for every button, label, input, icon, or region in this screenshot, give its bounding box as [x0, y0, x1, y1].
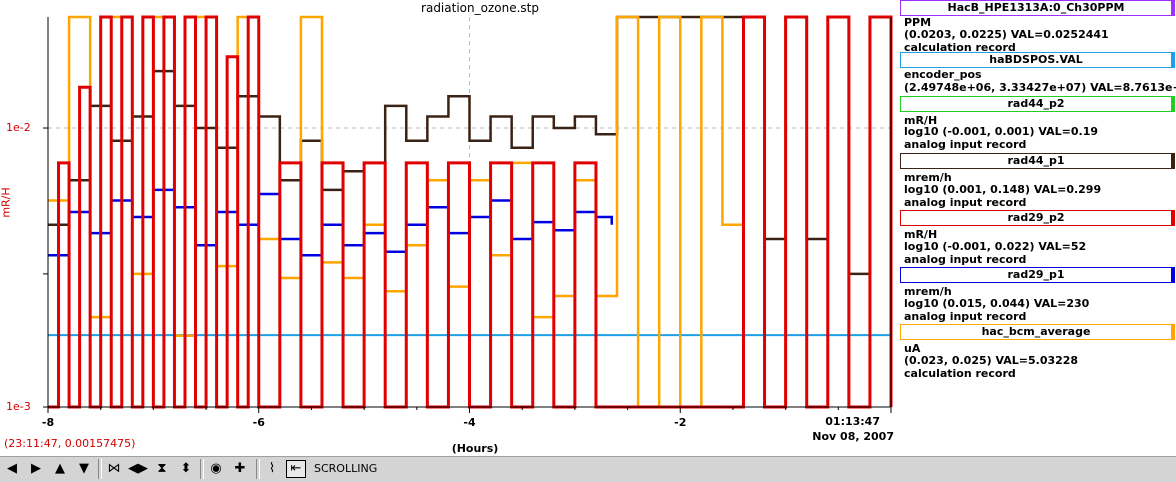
pointer-mode-icon[interactable]: ⇤ [286, 460, 306, 478]
legend-name-box[interactable]: hac_bcm_average [900, 324, 1175, 340]
legend-range: (0.0203, 0.0225) VAL=0.0252441 [904, 28, 1109, 41]
zoom-in-y-icon[interactable]: ⧗ [157, 461, 167, 476]
y-axis-label: mR/H [0, 187, 13, 218]
plot-area[interactable] [0, 0, 897, 456]
add-pv-icon[interactable]: ✚ [234, 461, 246, 476]
legend-name-box[interactable]: rad44_p1 [900, 153, 1175, 169]
zoom-out-y-icon[interactable]: ⬍ [180, 461, 192, 476]
cursor-readout: (23:11:47, 0.00157475) [4, 437, 136, 450]
y-tick-label: 1e-2 [6, 121, 31, 135]
x-tick-label: -2 [674, 416, 687, 429]
legend-units: PPM [904, 16, 932, 29]
legend-units: encoder_pos [904, 68, 982, 81]
legend-record-type: analog input record [904, 310, 1027, 323]
legend-units: mR/H [904, 228, 938, 241]
legend-record-type: analog input record [904, 196, 1027, 209]
scrolling-status: SCROLLING [314, 462, 378, 475]
toolbar: ◀ ▶ ▲ ▼ ⋈ ◀▶ ⧗ ⬍ ◉ ✚ ⌇ ⇤ SCROLLING [0, 456, 1176, 482]
zoom-out-x-icon[interactable]: ◀▶ [128, 461, 148, 476]
legend-record-type: analog input record [904, 253, 1027, 266]
legend-units: mR/H [904, 114, 938, 127]
legend-name-box[interactable]: haBDSPOS.VAL [900, 52, 1175, 68]
legend-record-type: calculation record [904, 367, 1016, 380]
zoom-in-x-icon[interactable]: ⋈ [107, 461, 121, 476]
legend-range: (0.023, 0.025) VAL=5.03228 [904, 354, 1079, 367]
legend-range: log10 (0.015, 0.044) VAL=230 [904, 297, 1090, 310]
toolbar-separator [256, 459, 260, 479]
reset-zoom-icon[interactable]: ◉ [210, 461, 222, 476]
legend-units: uA [904, 342, 921, 355]
scroll-right-icon[interactable]: ▶ [31, 461, 41, 476]
chart-title: radiation_ozone.stp [421, 1, 539, 15]
scroll-down-icon[interactable]: ▼ [79, 461, 89, 476]
legend-units: mrem/h [904, 285, 952, 298]
toolbar-separator [98, 459, 102, 479]
end-time-label: 01:13:47 [825, 415, 880, 428]
scroll-up-icon[interactable]: ▲ [55, 461, 65, 476]
x-tick-label: -8 [41, 416, 55, 429]
legend-range: log10 (-0.001, 0.001) VAL=0.19 [904, 125, 1099, 138]
legend-name-box[interactable]: rad29_p2 [900, 210, 1175, 226]
axes [43, 17, 892, 413]
legend-record-type: calculation record [904, 41, 1016, 54]
x-axis-label: (Hours) [451, 442, 499, 455]
legend: HacB_HPE1313A:0_Ch30PPM PPM (0.0203, 0.0… [897, 0, 1176, 456]
x-tick-label: -6 [252, 416, 265, 429]
legend-range: (2.49748e+06, 3.33427e+07) VAL=8.7613e+0… [904, 81, 1176, 94]
legend-range: log10 (0.001, 0.148) VAL=0.299 [904, 183, 1102, 196]
scroll-left-icon[interactable]: ◀ [7, 461, 17, 476]
end-date-label: Nov 08, 2007 [812, 430, 894, 443]
legend-name-box[interactable]: HacB_HPE1313A:0_Ch30PPM [900, 0, 1175, 16]
legend-record-type: analog input record [904, 138, 1027, 151]
legend-units: mrem/h [904, 171, 952, 184]
x-tick-label: -4 [463, 416, 476, 429]
toolbar-separator [200, 459, 204, 479]
fit-icon[interactable]: ⌇ [268, 461, 276, 476]
legend-range: log10 (-0.001, 0.022) VAL=52 [904, 240, 1087, 253]
legend-name-box[interactable]: rad44_p2 [900, 96, 1175, 112]
legend-name-box[interactable]: rad29_p1 [900, 267, 1175, 283]
y-tick-label: 1e-3 [6, 400, 31, 413]
